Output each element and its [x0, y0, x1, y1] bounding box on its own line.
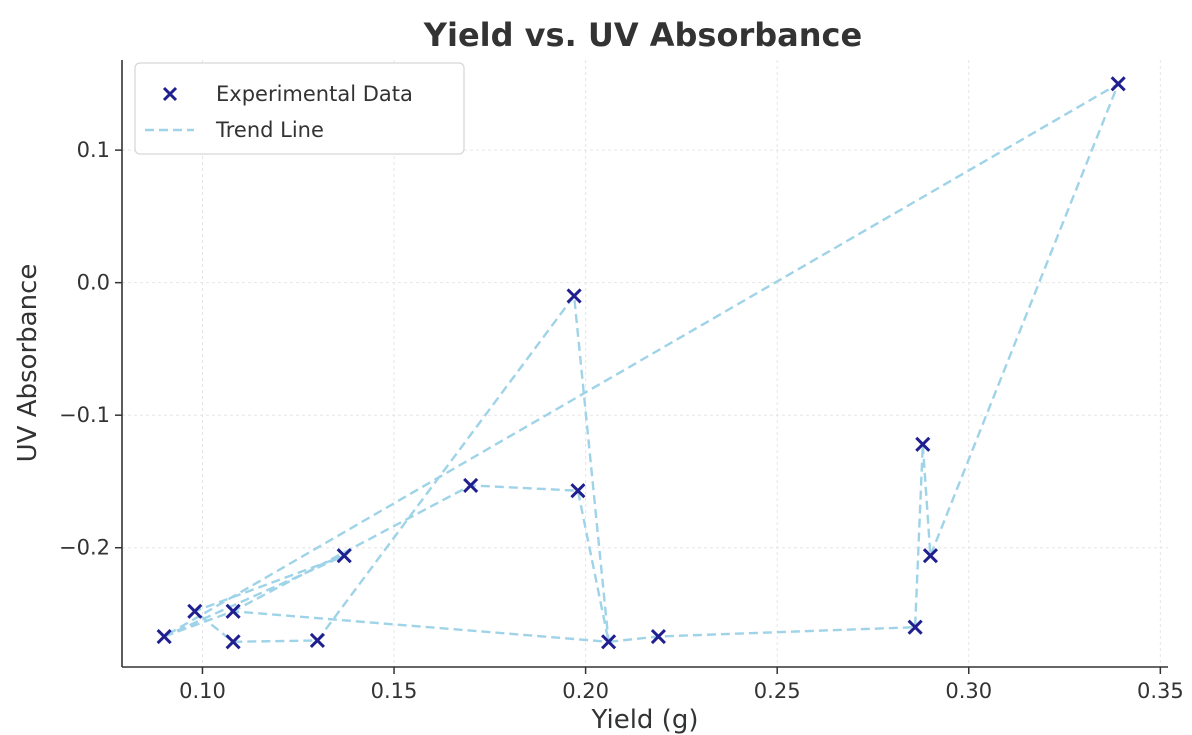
- data-point: [309, 632, 325, 649]
- x-tick-label: 0.10: [179, 679, 226, 703]
- x-tick-label: 0.30: [945, 679, 992, 703]
- data-points-layer: [156, 76, 1126, 650]
- y-tick-label: 0.0: [77, 271, 110, 295]
- data-point: [566, 288, 582, 304]
- data-point: [187, 603, 203, 619]
- x-tick-label: 0.20: [562, 679, 609, 703]
- data-point: [907, 619, 923, 635]
- data-point: [1110, 76, 1126, 92]
- y-tick-label: −0.2: [59, 536, 110, 560]
- y-tick-label: −0.1: [59, 403, 110, 427]
- x-tick-label: 0.15: [371, 679, 418, 703]
- data-point: [336, 548, 352, 564]
- data-point: [922, 548, 939, 564]
- legend: Experimental Data Trend Line: [134, 62, 465, 155]
- data-point: [156, 628, 172, 645]
- x-tick-label: 0.25: [754, 679, 801, 703]
- y-tick-label: 0.1: [77, 138, 110, 162]
- legend-marker-icon: [162, 86, 178, 102]
- legend-label-trend: Trend Line: [215, 118, 324, 142]
- x-axis-label: Yield (g): [591, 705, 699, 735]
- data-point: [225, 634, 241, 650]
- data-point: [463, 477, 479, 493]
- legend-box: [134, 62, 465, 155]
- data-point: [570, 483, 586, 499]
- x-ticks: 0.10 0.15 0.20 0.25 0.30 0.35: [179, 667, 1184, 703]
- data-point: [915, 436, 931, 452]
- axes: [121, 60, 1168, 668]
- data-point: [225, 603, 241, 619]
- y-axis-label: UV Absorbance: [13, 264, 43, 463]
- data-point: [650, 628, 666, 645]
- x-tick-label: 0.35: [1137, 679, 1184, 703]
- y-ticks: 0.1 0.0 −0.1 −0.2: [59, 138, 122, 560]
- legend-label-experimental: Experimental Data: [216, 82, 413, 106]
- chart-title: Yield vs. UV Absorbance: [423, 16, 862, 54]
- data-point: [601, 634, 617, 650]
